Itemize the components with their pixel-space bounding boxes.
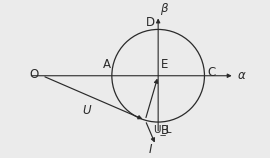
Text: D: D — [146, 15, 155, 28]
Text: I: I — [149, 143, 153, 156]
Text: α: α — [237, 69, 245, 82]
Text: O: O — [29, 68, 39, 81]
Text: A: A — [102, 58, 110, 71]
Text: β: β — [160, 2, 168, 15]
Text: U: U — [83, 103, 91, 117]
Text: U_L: U_L — [154, 124, 172, 135]
Text: E: E — [161, 58, 168, 71]
Text: C: C — [207, 67, 215, 79]
Text: B: B — [161, 124, 169, 137]
